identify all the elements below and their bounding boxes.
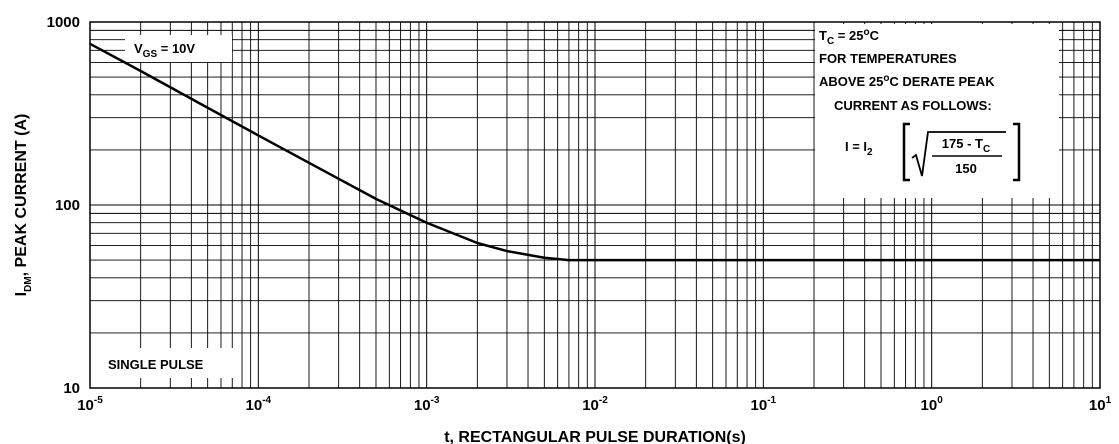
- y-tick-label: 1000: [47, 14, 80, 31]
- derate-line-3: CURRENT AS FOLLOWS:: [834, 98, 992, 113]
- vgs-box: [125, 35, 232, 62]
- x-tick-label: 10-3: [414, 395, 440, 414]
- single-pulse-label: SINGLE PULSE: [108, 357, 204, 372]
- plot-frame: [89, 21, 1101, 389]
- y-tick-label: 10: [63, 380, 80, 397]
- y-axis-label: IDM, PEAK CURRENT (A): [13, 114, 34, 297]
- y-tick-labels: 10 100 1000: [47, 14, 80, 397]
- derate-line-2: ABOVE 25oC DERATE PEAK: [819, 73, 995, 89]
- x-tick-label: 10-1: [751, 395, 777, 414]
- formula-denominator: 150: [955, 161, 977, 176]
- x-tick-label: 101: [1089, 395, 1112, 414]
- series-line: [89, 42, 1100, 262]
- tc-label: TC = 25oC: [819, 27, 880, 47]
- formula-right-bracket: [1013, 122, 1021, 182]
- formula-lhs: I = I2: [845, 139, 873, 158]
- x-tick-labels: 10-5 10-4 10-3 10-2 10-1 100 101: [77, 395, 1111, 414]
- formula-sqrt-sign: [911, 131, 1006, 177]
- grid-lines: [90, 22, 1100, 388]
- series-layer: [89, 42, 1100, 262]
- x-axis-label: t, RECTANGULAR PULSE DURATION(s): [444, 429, 746, 444]
- x-tick-label: 10-4: [246, 395, 272, 414]
- formula-left-bracket: [902, 122, 910, 182]
- derate-line-1: FOR TEMPERATURES: [819, 51, 957, 66]
- formula-numerator: 175 - TC: [942, 136, 990, 155]
- x-tick-label: 10-2: [582, 395, 608, 414]
- y-tick-label: 100: [55, 197, 80, 214]
- x-tick-label: 10-5: [77, 395, 103, 414]
- x-tick-label: 100: [921, 395, 944, 414]
- single-pulse-box: [97, 348, 237, 378]
- vgs-annotation: VGS = 10V: [134, 41, 195, 60]
